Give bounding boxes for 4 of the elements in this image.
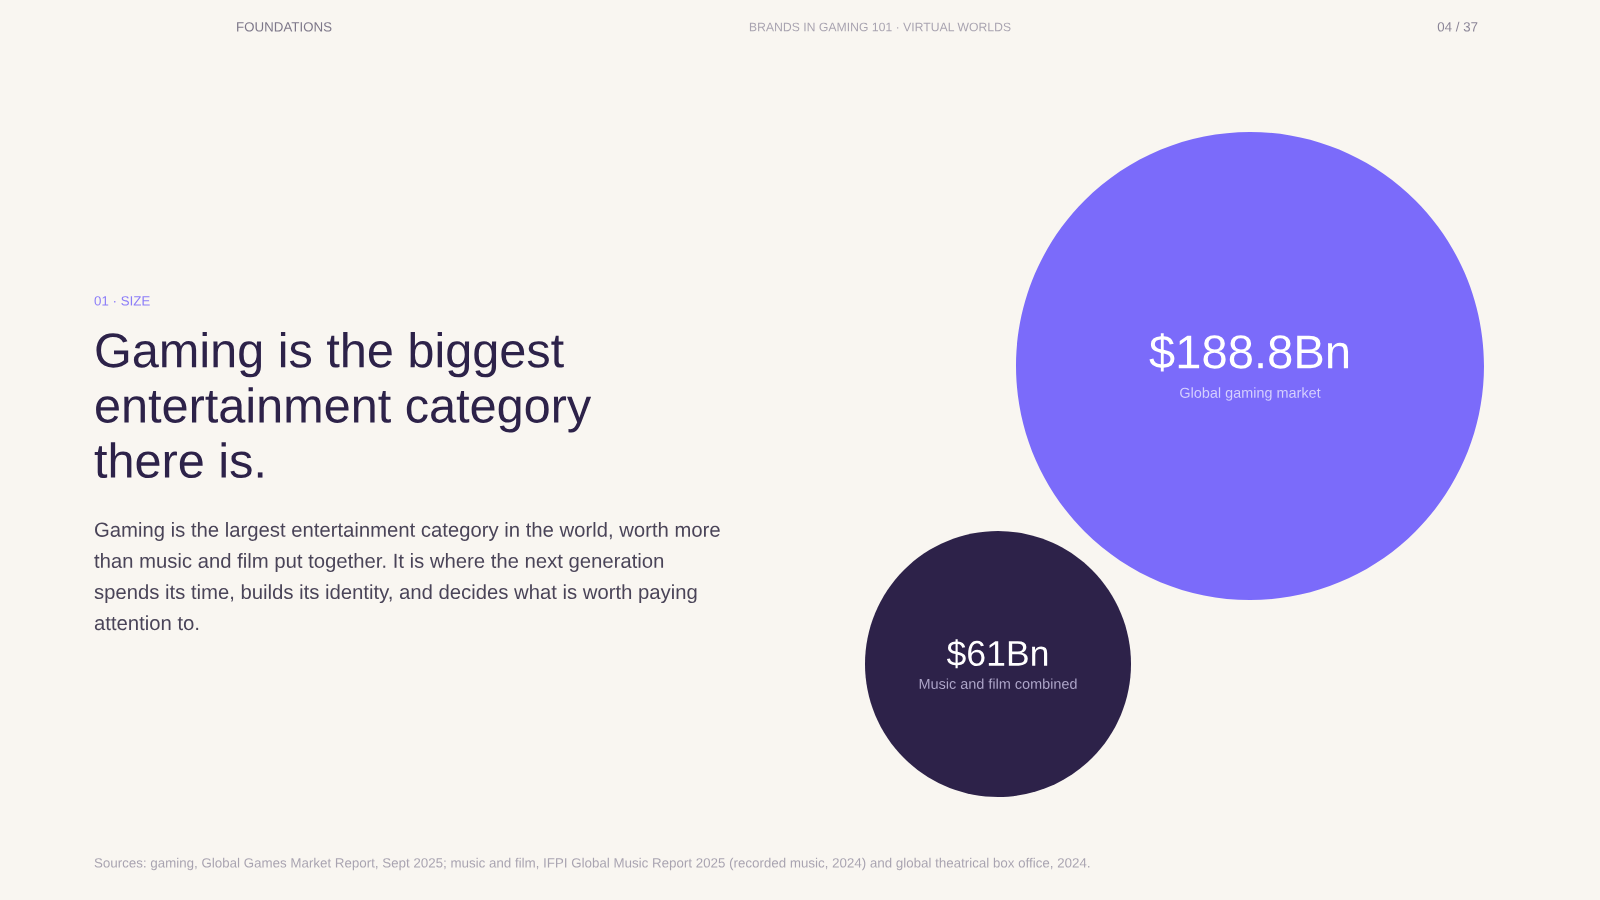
data-label: $61Bn (946, 639, 1048, 669)
data-label: $188.8Bn (1149, 333, 1349, 372)
text: Gaming is the biggest entertainment category there is. (94, 332, 592, 479)
text: Gaming is the largest entertainment category in the world, worth more than music and film put together. It is where the next generation spends its time, builds its identity, and decides what is worth paying attention to. (94, 522, 720, 631)
